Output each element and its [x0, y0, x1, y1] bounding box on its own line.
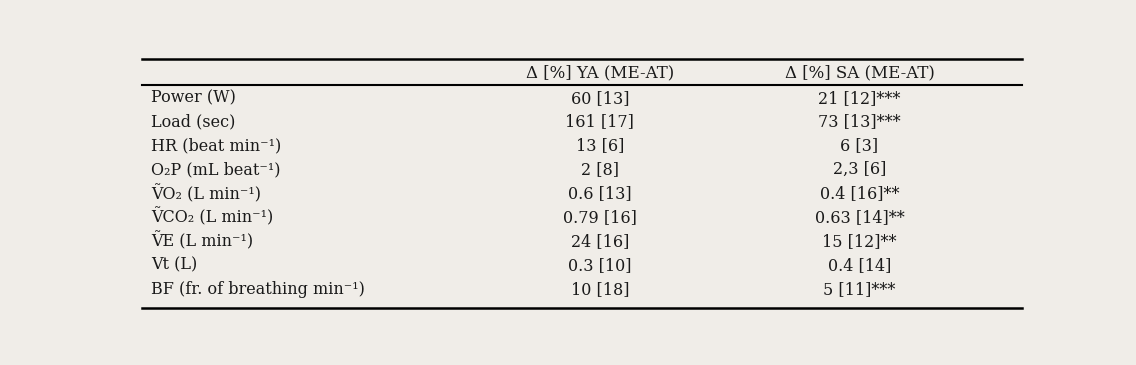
Text: 0.3 [10]: 0.3 [10]	[568, 257, 632, 274]
Text: O₂P (mL beat⁻¹): O₂P (mL beat⁻¹)	[151, 161, 281, 178]
Text: 60 [13]: 60 [13]	[570, 90, 629, 107]
Text: Δ [%] SA (ME-AT): Δ [%] SA (ME-AT)	[785, 64, 935, 81]
Text: HR (beat min⁻¹): HR (beat min⁻¹)	[151, 137, 281, 154]
Text: 0.79 [16]: 0.79 [16]	[562, 209, 637, 226]
Text: 5 [11]***: 5 [11]***	[824, 281, 895, 298]
Text: ṼE (L min⁻¹): ṼE (L min⁻¹)	[151, 232, 253, 251]
Text: 0.4 [14]: 0.4 [14]	[828, 257, 892, 274]
Text: 73 [13]***: 73 [13]***	[818, 114, 901, 131]
Text: Vt (L): Vt (L)	[151, 257, 197, 274]
Text: BF (fr. of breathing min⁻¹): BF (fr. of breathing min⁻¹)	[151, 281, 365, 298]
Text: Δ [%] YA (ME-AT): Δ [%] YA (ME-AT)	[526, 64, 674, 81]
Text: 2,3 [6]: 2,3 [6]	[833, 161, 886, 178]
Text: 161 [17]: 161 [17]	[566, 114, 634, 131]
Text: 24 [16]: 24 [16]	[570, 233, 629, 250]
Text: Load (sec): Load (sec)	[151, 114, 235, 131]
Text: 6 [3]: 6 [3]	[841, 137, 878, 154]
Text: Power (W): Power (W)	[151, 90, 235, 107]
Text: 13 [6]: 13 [6]	[576, 137, 624, 154]
Text: 0.6 [13]: 0.6 [13]	[568, 185, 632, 202]
Text: 2 [8]: 2 [8]	[580, 161, 619, 178]
Text: 10 [18]: 10 [18]	[570, 281, 629, 298]
Text: 0.4 [16]**: 0.4 [16]**	[820, 185, 900, 202]
Text: 0.63 [14]**: 0.63 [14]**	[815, 209, 904, 226]
Text: ṼO₂ (L min⁻¹): ṼO₂ (L min⁻¹)	[151, 184, 261, 203]
Text: 15 [12]**: 15 [12]**	[822, 233, 896, 250]
Text: 21 [12]***: 21 [12]***	[818, 90, 901, 107]
Text: ṼCO₂ (L min⁻¹): ṼCO₂ (L min⁻¹)	[151, 208, 273, 227]
